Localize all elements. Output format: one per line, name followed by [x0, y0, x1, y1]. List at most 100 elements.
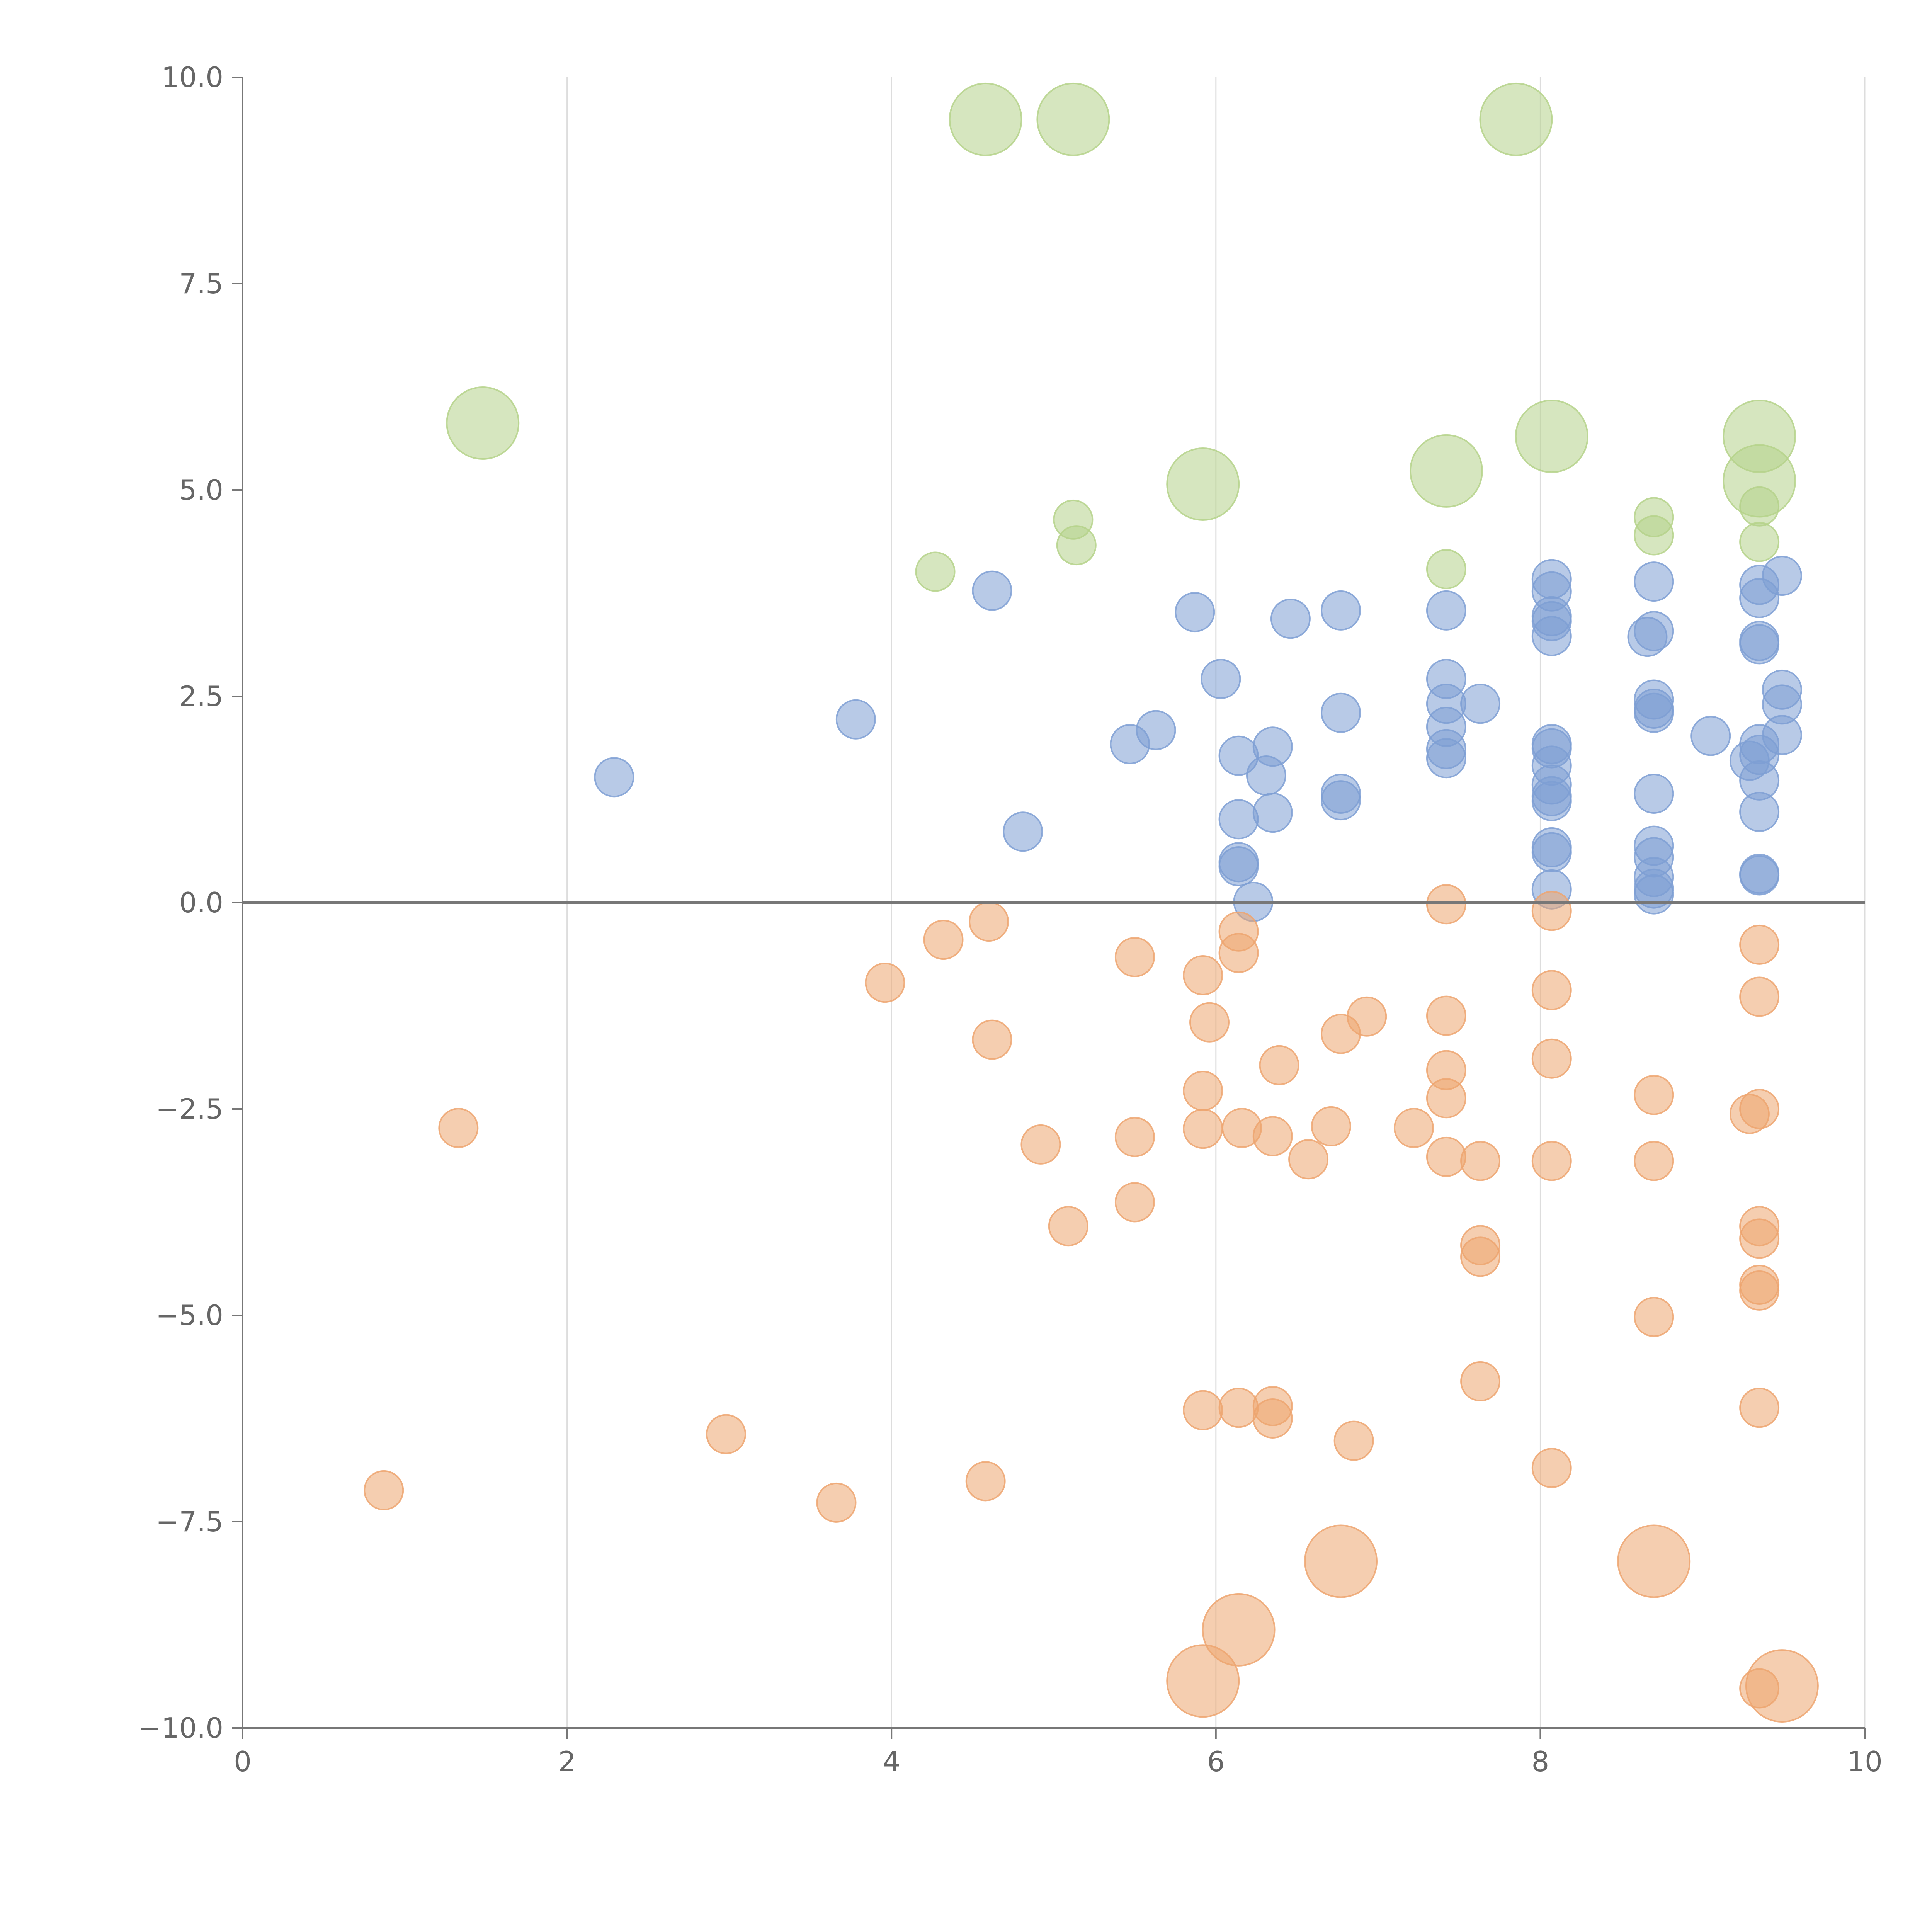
scatter-point-orange: [1114, 1117, 1155, 1157]
x-tick-label: 4: [883, 1745, 900, 1778]
y-tick-label: −5.0: [156, 1299, 223, 1332]
scatter-point-orange: [1288, 1139, 1329, 1180]
scatter-point-orange: [972, 1019, 1012, 1060]
x-tick-label: 2: [558, 1745, 576, 1778]
scatter-point-orange: [1739, 976, 1780, 1017]
scatter-point-orange: [1634, 1141, 1674, 1181]
scatter-point-green: [915, 551, 956, 592]
scatter-point-blue: [1762, 715, 1802, 755]
y-tick-label: 2.5: [179, 680, 223, 713]
scatter-point-orange: [923, 920, 964, 960]
scatter-point-green-large: [1723, 444, 1796, 518]
x-tick-label: 10: [1847, 1745, 1883, 1778]
axis-layer: [242, 77, 1865, 1729]
x-tick-label: 0: [234, 1745, 252, 1778]
scatter-point-blue: [594, 757, 634, 798]
scatter-point-orange-large: [1304, 1524, 1378, 1598]
scatter-point-blue: [1634, 774, 1674, 814]
y-tick-label: 0.0: [179, 886, 223, 919]
scatter-point-orange: [1426, 1078, 1466, 1119]
scatter-point-orange: [1020, 1124, 1061, 1165]
scatter-point-green-large: [1166, 447, 1240, 521]
scatter-point-green-large: [1479, 82, 1553, 156]
y-tick-label: −10.0: [138, 1712, 223, 1744]
scatter-point-blue: [1634, 692, 1674, 733]
scatter-point-green: [1739, 522, 1780, 562]
scatter-point-orange: [1531, 1448, 1572, 1488]
scatter-point-orange: [1048, 1206, 1088, 1247]
scatter-point-blue: [1321, 590, 1361, 631]
scatter-point-orange: [1218, 933, 1259, 973]
scatter-point-blue: [1218, 846, 1259, 887]
scatter-point-orange: [364, 1470, 404, 1510]
scatter-point-orange: [1183, 955, 1223, 995]
y-tick-label: 7.5: [179, 267, 223, 300]
scatter-point-blue: [1136, 710, 1176, 750]
y-tick-label: 10.0: [162, 61, 223, 94]
scatter-point-blue: [1175, 592, 1215, 633]
scatter-point-green-large: [1515, 400, 1588, 473]
scatter-point-blue: [1426, 590, 1466, 631]
scatter-point-green: [1426, 549, 1466, 590]
scatter-point-orange: [1189, 1002, 1230, 1043]
scatter-point-orange: [1183, 1109, 1223, 1149]
scatter-point-blue: [1531, 832, 1572, 872]
points-layer: [364, 82, 1819, 1723]
scatter-point-blue: [972, 570, 1012, 611]
scatter-point-green: [1056, 525, 1097, 566]
scatter-point-orange: [816, 1482, 857, 1523]
scatter-point-orange: [1739, 1270, 1780, 1311]
scatter-point-orange: [1114, 1182, 1155, 1223]
scatter-point-orange: [969, 901, 1009, 942]
scatter-point-orange: [865, 963, 905, 1003]
scatter-point-green: [1634, 515, 1674, 556]
scatter-point-blue: [835, 699, 876, 740]
scatter-point-orange: [1460, 1141, 1501, 1181]
scatter-point-blue: [1634, 874, 1674, 915]
scatter-point-orange: [438, 1108, 479, 1148]
scatter-point-blue: [1739, 792, 1780, 832]
scatter-point-orange: [1183, 1390, 1223, 1430]
scatter-point-orange-large: [1202, 1593, 1276, 1667]
y-tick-label: −7.5: [156, 1505, 223, 1538]
scatter-point-orange: [1426, 1136, 1466, 1177]
scatter-point-blue: [1201, 659, 1241, 699]
scatter-point-blue: [1531, 781, 1572, 821]
scatter-point-orange: [1333, 1420, 1374, 1461]
scatter-point-blue: [1460, 684, 1501, 724]
scatter-point-orange: [965, 1461, 1006, 1502]
scatter-point-orange: [1739, 1218, 1780, 1259]
scatter-point-blue: [1270, 599, 1311, 639]
scatter-point-orange: [1531, 970, 1572, 1010]
scatter-point-orange: [1739, 1388, 1780, 1428]
scatter-point-orange: [1531, 1141, 1572, 1181]
scatter-point-orange-large: [1617, 1524, 1691, 1598]
scatter-point-blue: [1531, 616, 1572, 656]
scatter-point-orange: [1347, 996, 1387, 1037]
x-tick-label: 8: [1531, 1745, 1549, 1778]
y-tick-label: 5.0: [179, 474, 223, 506]
scatter-point-orange-large: [1166, 1644, 1240, 1718]
scatter-point-orange: [1252, 1116, 1293, 1156]
scatter-point-blue: [1739, 624, 1780, 665]
scatter-point-blue: [1762, 556, 1802, 596]
scatter-point-orange: [706, 1414, 747, 1454]
scatter-point-orange: [1114, 937, 1155, 977]
scatter-point-blue: [1252, 726, 1293, 767]
scatter-point-blue: [1252, 793, 1293, 833]
scatter-point-blue: [1690, 716, 1731, 756]
scatter-point-blue: [1729, 740, 1770, 781]
scatter-point-blue: [1634, 611, 1674, 651]
scatter-point-orange: [1259, 1045, 1299, 1085]
scatter-point-green-large: [1409, 434, 1483, 508]
scatter-point-green-large: [1036, 82, 1110, 156]
scatter-point-orange-large: [1745, 1649, 1819, 1723]
scatter-point-green-large: [949, 82, 1022, 156]
scatter-point-blue: [1426, 738, 1466, 779]
scatter-point-orange: [1531, 1038, 1572, 1079]
scatter-point-orange: [1218, 1388, 1259, 1428]
scatter-point-blue: [1634, 561, 1674, 602]
scatter-point-orange: [1634, 1075, 1674, 1115]
scatter-point-blue: [1739, 855, 1780, 896]
